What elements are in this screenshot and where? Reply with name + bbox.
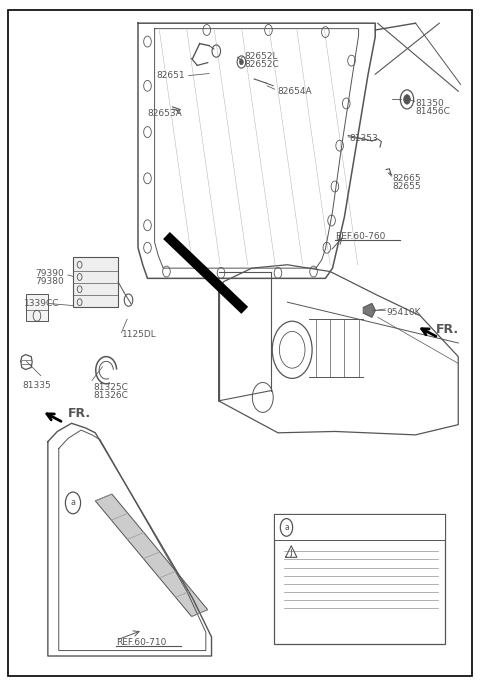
- Bar: [73, 257, 118, 307]
- Bar: [274, 514, 445, 541]
- Text: 82652C: 82652C: [245, 60, 279, 69]
- Text: 81329A: 81329A: [322, 529, 356, 538]
- Text: 82665: 82665: [393, 174, 421, 183]
- Text: 81335: 81335: [23, 381, 51, 390]
- Text: 81350: 81350: [416, 99, 444, 108]
- Text: 1339CC: 1339CC: [24, 299, 60, 308]
- Text: 95410K: 95410K: [386, 308, 420, 317]
- Text: 79390: 79390: [36, 269, 64, 278]
- Text: 82654A: 82654A: [277, 86, 312, 96]
- Text: 81325C: 81325C: [93, 383, 128, 392]
- Text: 82655: 82655: [393, 182, 421, 191]
- Bar: [25, 294, 48, 321]
- Text: 1125DL: 1125DL: [122, 331, 157, 340]
- Text: REF.60-710: REF.60-710: [116, 638, 166, 647]
- Text: FR.: FR.: [68, 407, 91, 420]
- Bar: [274, 514, 445, 643]
- Text: a: a: [284, 523, 289, 532]
- Circle shape: [240, 59, 243, 64]
- Text: FR.: FR.: [435, 323, 458, 336]
- Text: 82652L: 82652L: [245, 52, 278, 61]
- Text: 82653A: 82653A: [147, 108, 182, 117]
- Polygon shape: [363, 303, 375, 317]
- Circle shape: [404, 95, 410, 104]
- Text: 81353: 81353: [349, 134, 378, 143]
- Text: a: a: [71, 499, 75, 508]
- Polygon shape: [96, 494, 208, 617]
- Text: 81326C: 81326C: [93, 391, 128, 400]
- Text: 81456C: 81456C: [416, 107, 450, 116]
- Text: 82651: 82651: [157, 71, 185, 80]
- Text: REF.60-760: REF.60-760: [335, 232, 385, 241]
- Text: 79380: 79380: [36, 277, 64, 286]
